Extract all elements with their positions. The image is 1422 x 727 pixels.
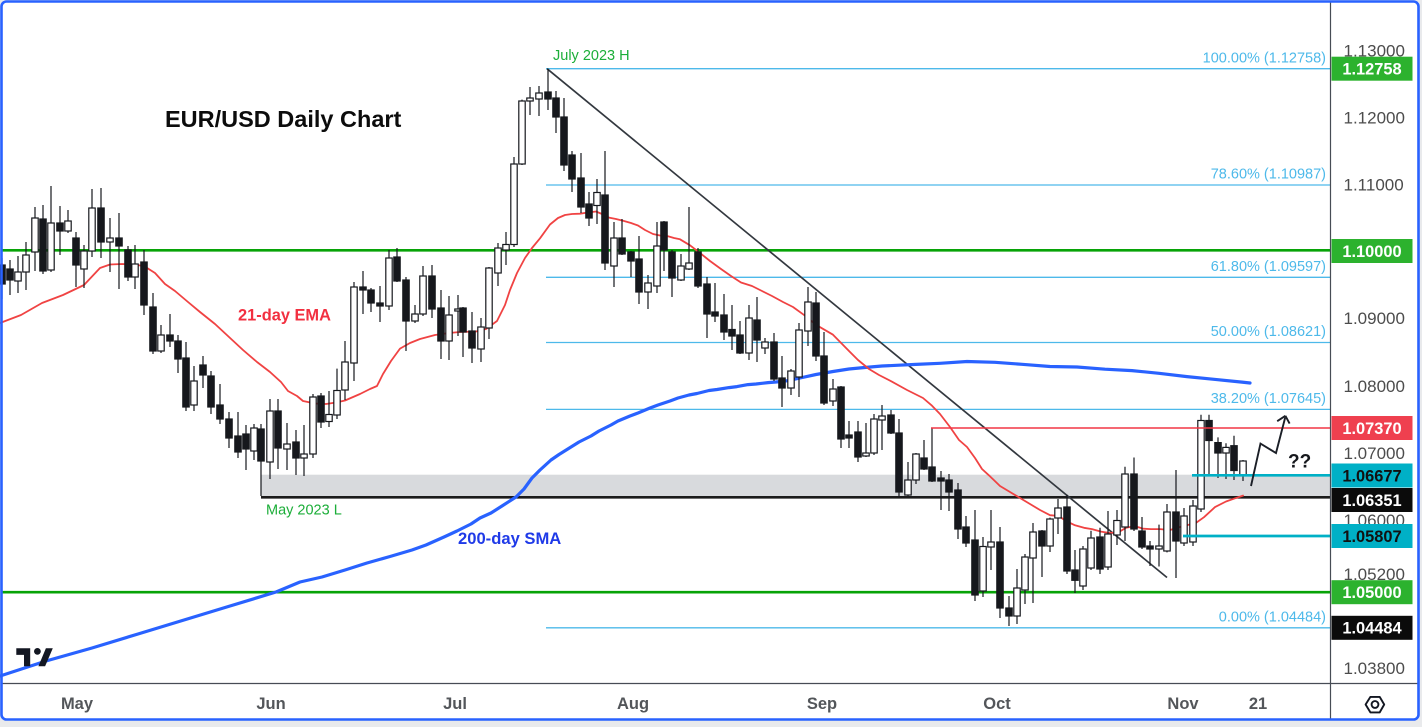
svg-text:1.07370: 1.07370 (1342, 420, 1401, 438)
svg-text:21: 21 (1249, 695, 1267, 713)
svg-text:1.06677: 1.06677 (1342, 467, 1401, 485)
svg-text:Sep: Sep (807, 695, 837, 713)
svg-text:0.00% (1.04484): 0.00% (1.04484) (1219, 610, 1326, 626)
svg-text:1.03800: 1.03800 (1344, 659, 1405, 678)
svg-text:1.13000: 1.13000 (1344, 42, 1405, 61)
svg-text:Aug: Aug (617, 695, 649, 713)
svg-text:61.80% (1.09597): 61.80% (1.09597) (1211, 259, 1326, 275)
svg-text:1.08000: 1.08000 (1344, 377, 1405, 396)
svg-text:1.05000: 1.05000 (1342, 584, 1401, 602)
svg-text:July 2023 H: July 2023 H (553, 48, 630, 64)
svg-text:200-day SMA: 200-day SMA (458, 529, 561, 548)
svg-text:EUR/USD Daily Chart: EUR/USD Daily Chart (165, 106, 402, 132)
svg-text:Jun: Jun (256, 695, 285, 713)
svg-text:78.60% (1.10987): 78.60% (1.10987) (1211, 167, 1326, 183)
svg-text:1.05807: 1.05807 (1342, 528, 1401, 546)
svg-text:1.05200: 1.05200 (1344, 565, 1405, 584)
svg-text:Oct: Oct (983, 695, 1011, 713)
svg-text:1.12000: 1.12000 (1344, 109, 1405, 128)
svg-text:May: May (61, 695, 94, 713)
svg-text:??: ?? (1288, 452, 1311, 473)
svg-text:1.12758: 1.12758 (1342, 61, 1401, 79)
svg-text:May 2023 L: May 2023 L (266, 503, 342, 519)
svg-text:Nov: Nov (1167, 695, 1199, 713)
svg-text:1.09000: 1.09000 (1344, 309, 1405, 328)
svg-text:1.10000: 1.10000 (1342, 243, 1401, 261)
svg-text:1.07000: 1.07000 (1344, 444, 1405, 463)
svg-text:1.06351: 1.06351 (1342, 492, 1401, 510)
svg-text:50.00% (1.08621): 50.00% (1.08621) (1211, 324, 1326, 340)
svg-text:Jul: Jul (443, 695, 467, 713)
svg-text:1.04484: 1.04484 (1342, 620, 1402, 638)
svg-text:100.00% (1.12758): 100.00% (1.12758) (1203, 51, 1326, 67)
svg-text:21-day EMA: 21-day EMA (238, 307, 331, 325)
svg-text:1.11000: 1.11000 (1344, 176, 1404, 195)
svg-text:38.20% (1.07645): 38.20% (1.07645) (1211, 391, 1326, 407)
